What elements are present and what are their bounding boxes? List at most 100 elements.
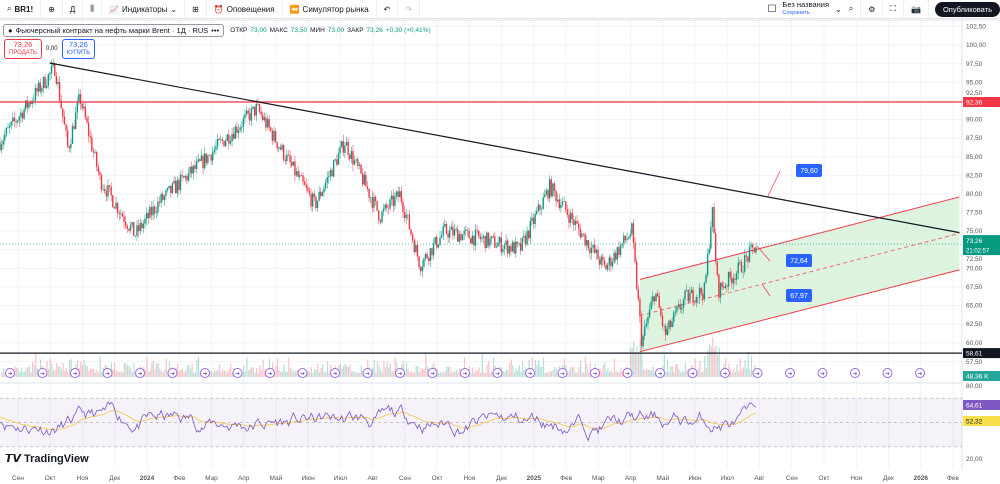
volume-bar xyxy=(93,369,95,377)
volume-bar xyxy=(147,371,150,377)
indicators-button[interactable]: 📈 Индикаторы ⌄ xyxy=(102,0,186,19)
volume-bar xyxy=(283,364,285,377)
volume-bar xyxy=(315,369,317,377)
candle xyxy=(83,106,85,109)
candle xyxy=(152,206,154,216)
candle xyxy=(58,81,61,101)
candle xyxy=(507,240,509,254)
symbol-search[interactable]: ⌕ BR1! xyxy=(0,0,42,19)
volume-bar xyxy=(4,372,6,377)
candle xyxy=(721,282,723,288)
candle xyxy=(626,238,628,241)
candle xyxy=(494,236,496,248)
settings-icon[interactable]: ⚙ xyxy=(861,0,884,19)
quick-search-icon[interactable]: ⌕ xyxy=(842,0,862,19)
candle xyxy=(200,155,203,161)
camera-icon[interactable]: 📷 xyxy=(904,0,929,19)
candle xyxy=(648,309,651,318)
event-icon: ➜ xyxy=(430,372,435,378)
candle xyxy=(411,234,414,241)
price-tick: 57,50 xyxy=(966,359,983,366)
alerts-button[interactable]: ⏰ Оповещения xyxy=(207,0,283,19)
candle xyxy=(158,201,161,203)
volume-bar xyxy=(144,369,146,377)
candle xyxy=(695,297,698,303)
volume-bar xyxy=(647,370,649,377)
candle xyxy=(392,195,394,206)
candle xyxy=(134,235,137,237)
price-tick: 90,00 xyxy=(966,117,983,124)
fullscreen-icon[interactable]: ⛶ xyxy=(883,0,904,19)
buy-button[interactable]: 73,26 КУПИТЬ xyxy=(61,39,96,59)
volume-bar xyxy=(734,371,736,377)
candle xyxy=(632,223,635,243)
redo-button[interactable]: ↷ xyxy=(398,0,421,19)
candle xyxy=(640,316,643,347)
candle xyxy=(63,116,66,125)
candle xyxy=(482,235,485,238)
symbol-title[interactable]: ● Фьючерсный контракт на нефть марки Bren… xyxy=(3,24,225,37)
event-icon xyxy=(297,368,308,378)
volume-bar xyxy=(747,351,749,377)
volume-bar xyxy=(629,348,632,377)
more-icon[interactable]: ••• xyxy=(211,26,220,35)
candle xyxy=(729,272,731,278)
candle xyxy=(553,183,556,191)
publish-button[interactable]: Опубликовать xyxy=(934,1,1000,17)
candle xyxy=(195,161,198,169)
volume-bar xyxy=(80,361,82,377)
volume-bar xyxy=(667,360,669,377)
candle xyxy=(170,185,172,193)
candle xyxy=(489,238,491,246)
volume-bar xyxy=(510,359,512,377)
candle xyxy=(45,85,48,88)
chevron-down-icon[interactable]: ⌄ xyxy=(835,4,842,14)
volume-bar xyxy=(694,358,696,377)
event-icon xyxy=(492,368,503,378)
chart-type-button[interactable]: ⫼ xyxy=(83,0,102,19)
candle xyxy=(724,285,727,289)
candle xyxy=(73,126,75,129)
candle xyxy=(268,119,270,128)
candle xyxy=(465,229,467,231)
candle xyxy=(366,186,369,189)
replay-button[interactable]: ⏪ Симулятор рынка xyxy=(283,0,377,19)
candle xyxy=(234,126,236,139)
volume-bar xyxy=(320,367,322,377)
layout-icon[interactable]: ☐ xyxy=(767,3,777,15)
volume-bar xyxy=(715,345,717,377)
templates-button[interactable]: ⊞ xyxy=(185,0,207,19)
event-icon xyxy=(200,368,210,378)
sell-button[interactable]: 73,26 ПРОДАТЬ xyxy=(4,39,42,59)
candle xyxy=(210,154,212,161)
candle xyxy=(647,317,649,324)
volume-bar xyxy=(733,368,735,377)
volume-bar xyxy=(391,370,393,377)
volume-bar xyxy=(217,370,219,377)
candle xyxy=(199,159,201,161)
candle xyxy=(124,221,127,226)
candle xyxy=(16,120,19,123)
volume-bar xyxy=(699,360,701,377)
candle xyxy=(734,278,736,280)
candle xyxy=(718,274,720,298)
event-icon: ➜ xyxy=(267,372,272,378)
candle xyxy=(257,103,259,105)
candle xyxy=(523,235,525,238)
candle xyxy=(373,196,375,208)
event-icon xyxy=(167,368,178,378)
layout-name[interactable]: Без названия Сохранить xyxy=(782,0,830,17)
undo-button[interactable]: ↶ xyxy=(377,0,399,19)
candle xyxy=(658,296,660,308)
interval-button[interactable]: Д xyxy=(63,0,84,19)
candle xyxy=(202,155,204,169)
volume-bar xyxy=(394,357,396,377)
candle xyxy=(416,244,419,257)
volume-bar xyxy=(117,371,119,377)
candle xyxy=(437,244,440,248)
compare-button[interactable]: ⊕ xyxy=(41,0,63,19)
volume-bar xyxy=(151,362,153,377)
candle xyxy=(755,247,757,253)
candle xyxy=(237,130,240,133)
